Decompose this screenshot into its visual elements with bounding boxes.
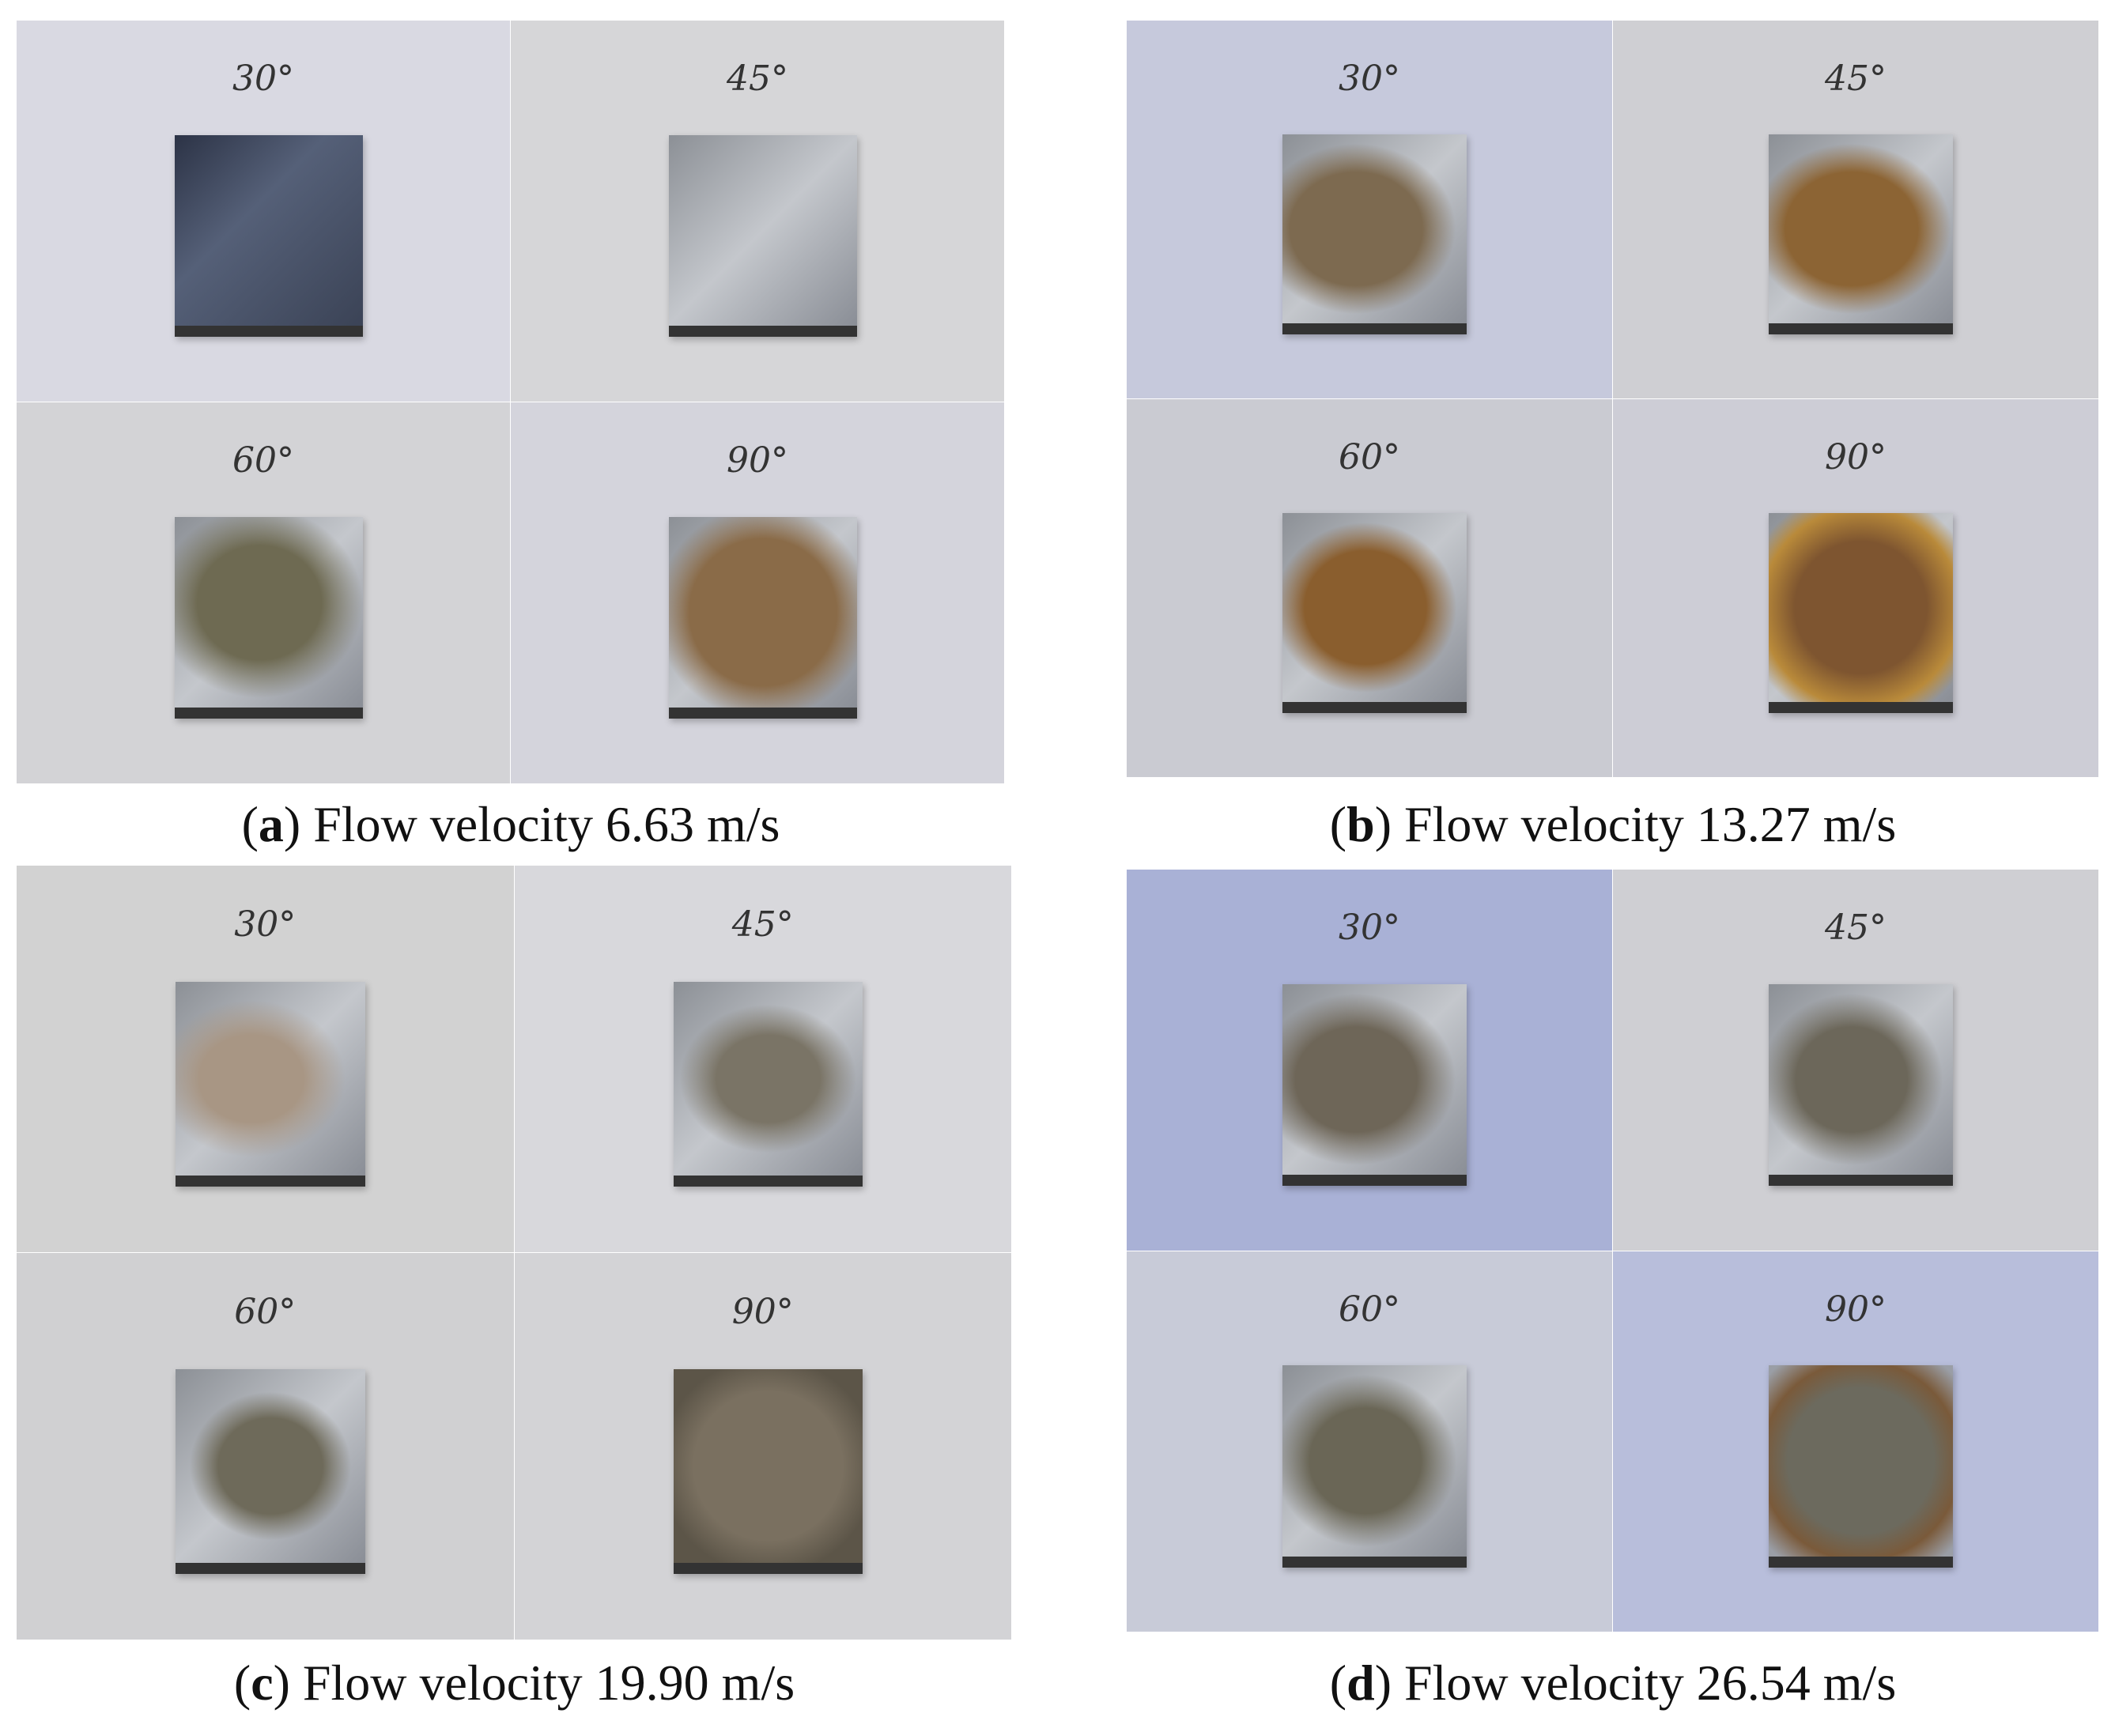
caption-letter: c xyxy=(251,1655,274,1711)
specimen xyxy=(1768,983,1954,1186)
photo: 90° xyxy=(1613,1251,2098,1632)
caption-text: ) Flow velocity 26.54 m/s xyxy=(1374,1655,1897,1711)
angle-label: 45° xyxy=(731,904,794,945)
specimen xyxy=(673,1369,863,1574)
panel: 30° 45° 60° 90° xyxy=(1127,870,2099,1632)
photo: 45° xyxy=(514,866,1011,1252)
photo: 90° xyxy=(1613,399,2098,777)
angle-label: 90° xyxy=(1825,1289,1887,1330)
photo: 30° xyxy=(1127,870,1612,1251)
photo: 30° xyxy=(17,866,514,1252)
angle-label: 90° xyxy=(727,440,788,481)
specimen xyxy=(1282,1365,1467,1568)
angle-label: 30° xyxy=(1339,908,1400,949)
specimen xyxy=(1768,1365,1954,1568)
photo: 60° xyxy=(17,402,510,783)
angle-label: 60° xyxy=(234,1292,296,1332)
panel: 30° 45° 60° 90° xyxy=(1127,21,2099,778)
angle-label: 30° xyxy=(234,904,296,945)
angle-label: 45° xyxy=(727,58,788,100)
photo: 30° xyxy=(17,21,510,402)
specimen xyxy=(673,982,863,1187)
photo: 60° xyxy=(17,1253,514,1640)
panel: 30° 45° 60° 90° xyxy=(17,866,1012,1640)
angle-label: 90° xyxy=(1825,436,1887,477)
caption-text: ) Flow velocity 19.90 m/s xyxy=(273,1655,795,1711)
specimen xyxy=(669,516,857,719)
photo: 90° xyxy=(514,1253,1011,1640)
angle-label: 45° xyxy=(1825,58,1887,99)
photo: 45° xyxy=(1613,21,2098,398)
angle-label: 30° xyxy=(1339,58,1400,99)
caption-text: ( xyxy=(233,1655,251,1711)
angle-label: 60° xyxy=(1339,1289,1400,1330)
photo: 30° xyxy=(1127,21,1612,398)
caption: (a) Flow velocity 6.63 m/s xyxy=(17,795,1005,854)
angle-label: 30° xyxy=(232,58,294,100)
caption-text: ) Flow velocity 6.63 m/s xyxy=(283,796,780,852)
photo: 45° xyxy=(511,21,1004,402)
caption-text: ) Flow velocity 13.27 m/s xyxy=(1374,796,1897,852)
caption: (b) Flow velocity 13.27 m/s xyxy=(1127,795,2099,854)
caption-text: ( xyxy=(1329,796,1347,852)
specimen xyxy=(1282,134,1467,335)
caption-letter: d xyxy=(1346,1655,1375,1711)
specimen xyxy=(1768,512,1954,714)
angle-label: 90° xyxy=(731,1292,794,1332)
photo: 60° xyxy=(1127,399,1612,777)
specimen xyxy=(176,1369,365,1574)
angle-label: 60° xyxy=(1339,436,1400,477)
caption: (c) Flow velocity 19.90 m/s xyxy=(17,1654,1012,1712)
angle-label: 60° xyxy=(232,440,294,481)
caption: (d) Flow velocity 26.54 m/s xyxy=(1127,1654,2099,1712)
caption-letter: b xyxy=(1346,796,1375,852)
specimen xyxy=(1282,512,1467,714)
caption-text: ( xyxy=(241,796,259,852)
angle-label: 45° xyxy=(1825,908,1887,949)
specimen xyxy=(1282,983,1467,1186)
photo: 90° xyxy=(511,402,1004,783)
photo: 45° xyxy=(1613,870,2098,1251)
specimen xyxy=(175,516,363,719)
specimen xyxy=(176,982,365,1187)
photo: 60° xyxy=(1127,1251,1612,1632)
specimen xyxy=(175,134,363,338)
specimen xyxy=(1768,134,1954,335)
specimen xyxy=(669,134,857,338)
caption-letter: a xyxy=(258,796,284,852)
panel: 30° 45° 60° 90° xyxy=(17,21,1005,784)
caption-text: ( xyxy=(1329,1655,1347,1711)
